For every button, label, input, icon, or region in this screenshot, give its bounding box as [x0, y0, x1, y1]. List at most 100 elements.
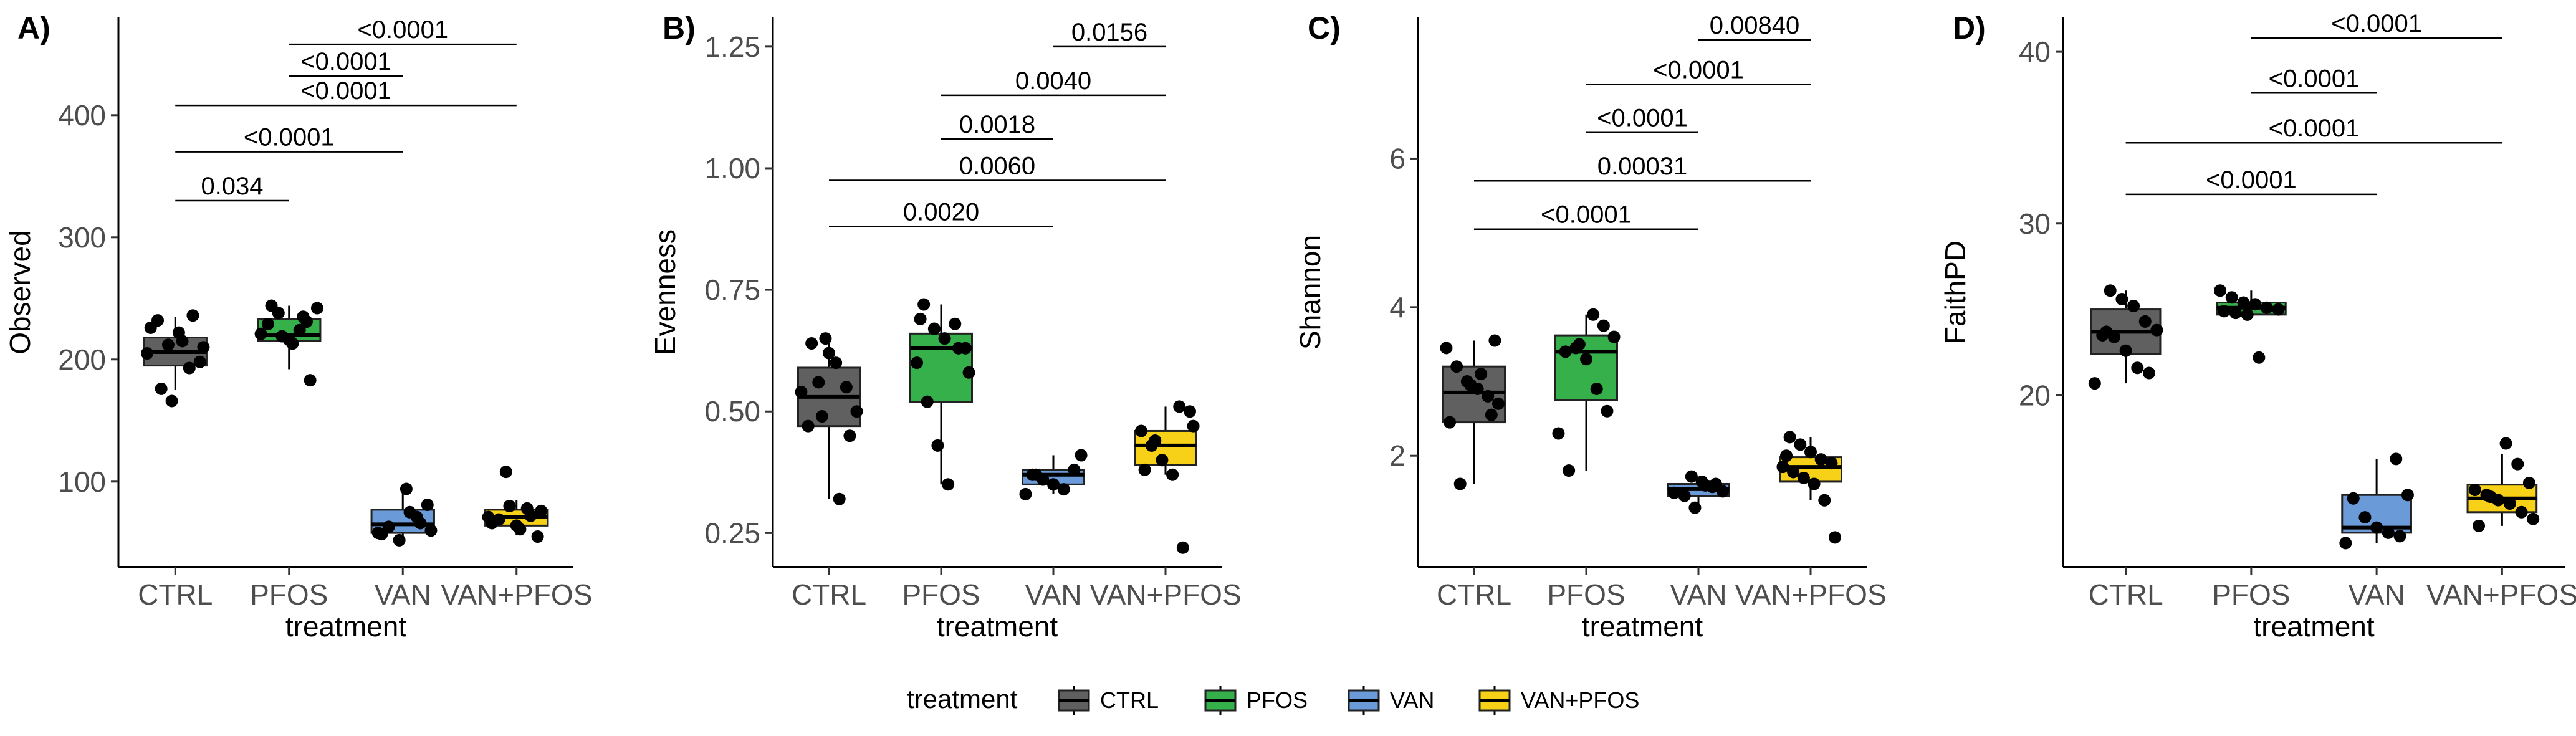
- data-point: [1030, 468, 1043, 481]
- data-point: [840, 381, 853, 394]
- data-point: [176, 335, 189, 348]
- data-point: [917, 298, 931, 311]
- comparison-pvalue: <0.0001: [357, 16, 448, 44]
- legend: treatment CTRL PFOS VAN VAN+PFOS: [907, 684, 1639, 715]
- y-tick-label: 200: [58, 343, 106, 376]
- data-point: [183, 361, 196, 375]
- y-axis-title: Observed: [4, 230, 36, 354]
- data-point: [1597, 319, 1610, 332]
- x-tick-label: PFOS: [2212, 578, 2290, 611]
- data-point: [927, 322, 941, 335]
- data-point: [1825, 457, 1838, 470]
- data-point: [1685, 470, 1698, 483]
- comparison-pvalue: 0.00031: [1597, 153, 1688, 180]
- data-point: [393, 533, 406, 547]
- data-point: [514, 523, 527, 536]
- legend-items: CTRL PFOS VAN VAN+PFOS: [1058, 686, 1639, 715]
- x-tick-label: VAN: [1025, 578, 1081, 611]
- y-tick-label: 100: [58, 466, 106, 498]
- data-point: [812, 376, 825, 389]
- comparison-pvalue: <0.0001: [1653, 56, 1744, 84]
- y-tick-label: 6: [1389, 142, 1405, 174]
- legend-label: CTRL: [1100, 687, 1159, 713]
- x-tick-label: VAN: [375, 578, 431, 611]
- data-point: [1075, 449, 1088, 462]
- box-pfos: [1554, 314, 1618, 471]
- data-point: [1573, 338, 1586, 351]
- data-point: [421, 499, 434, 512]
- data-point: [2100, 325, 2113, 338]
- data-point: [931, 439, 944, 452]
- data-point: [2218, 305, 2231, 318]
- data-point: [1450, 360, 1463, 373]
- y-tick-label: 1.00: [704, 152, 760, 184]
- data-point: [1491, 397, 1505, 410]
- comparison-pvalue: 0.0040: [1015, 67, 1091, 95]
- x-axis-title: treatment: [937, 610, 1058, 643]
- data-point: [2370, 521, 2383, 534]
- comparison-pvalue: <0.0001: [2269, 115, 2360, 142]
- x-tick-label: PFOS: [1547, 578, 1625, 611]
- y-tick-label: 4: [1389, 291, 1405, 323]
- data-point: [1787, 466, 1800, 479]
- data-point: [2214, 284, 2227, 297]
- data-point: [2358, 511, 2372, 524]
- data-point: [403, 505, 416, 519]
- data-point: [1808, 477, 1821, 490]
- data-point: [2515, 505, 2528, 519]
- y-tick-label: 1.25: [704, 31, 760, 63]
- data-point: [193, 355, 206, 368]
- data-point: [938, 332, 951, 345]
- data-point: [165, 394, 178, 408]
- comparison-pvalue: <0.0001: [2331, 10, 2422, 37]
- x-tick-label: CTRL: [792, 578, 866, 611]
- panel-4: D) 20 30 40 CTRL PFOS VAN VAN+PFOS treatment Fait…: [1939, 10, 2576, 643]
- panel-1: A) 100 200 300 400 CTRL PFOS VAN VAN+PFOS treatme…: [4, 11, 592, 643]
- data-point: [1814, 453, 1827, 466]
- y-tick-label: 300: [58, 221, 106, 254]
- data-point: [1794, 438, 1807, 451]
- x-tick-label: VAN: [2349, 578, 2405, 611]
- data-point: [1580, 353, 1592, 366]
- panel-letter: A): [17, 11, 50, 45]
- data-point: [1563, 464, 1576, 477]
- data-point: [1173, 400, 1186, 413]
- data-point: [293, 323, 306, 337]
- data-point: [2138, 315, 2152, 328]
- data-point: [823, 346, 835, 360]
- x-tick-label: VAN+PFOS: [1735, 578, 1886, 611]
- data-point: [2115, 293, 2128, 306]
- data-point: [499, 466, 512, 479]
- data-point: [1135, 424, 1148, 437]
- data-point: [2150, 323, 2163, 337]
- comparison-pvalue: <0.0001: [300, 77, 391, 105]
- panel-letter: D): [1953, 11, 1986, 45]
- data-point: [144, 321, 157, 334]
- y-tick-label: 0.25: [704, 517, 760, 549]
- comparison-pvalue: <0.0001: [244, 124, 335, 151]
- y-tick-label: 0.50: [704, 395, 760, 428]
- data-point: [1688, 501, 1702, 514]
- data-point: [2339, 537, 2352, 550]
- data-point: [1776, 461, 1789, 474]
- y-tick-label: 0.75: [704, 274, 760, 306]
- data-point: [815, 410, 828, 423]
- data-point: [819, 332, 832, 345]
- data-point: [1709, 477, 1722, 490]
- data-point: [1699, 479, 1712, 492]
- x-tick-label: VAN+PFOS: [2426, 578, 2576, 611]
- comparison-pvalue: 0.0018: [959, 111, 1035, 138]
- data-point: [2473, 519, 2486, 532]
- data-point: [1587, 308, 1600, 321]
- data-point: [2142, 366, 2155, 380]
- data-point: [830, 356, 843, 370]
- data-point: [2393, 530, 2406, 543]
- data-point: [1818, 494, 1831, 507]
- comparison-pvalue: 0.034: [201, 173, 263, 200]
- data-point: [197, 341, 210, 354]
- data-point: [1601, 404, 1614, 418]
- comparison-pvalue: <0.0001: [2206, 166, 2297, 194]
- data-point: [962, 366, 975, 379]
- data-point: [911, 356, 924, 370]
- data-point: [1068, 463, 1081, 476]
